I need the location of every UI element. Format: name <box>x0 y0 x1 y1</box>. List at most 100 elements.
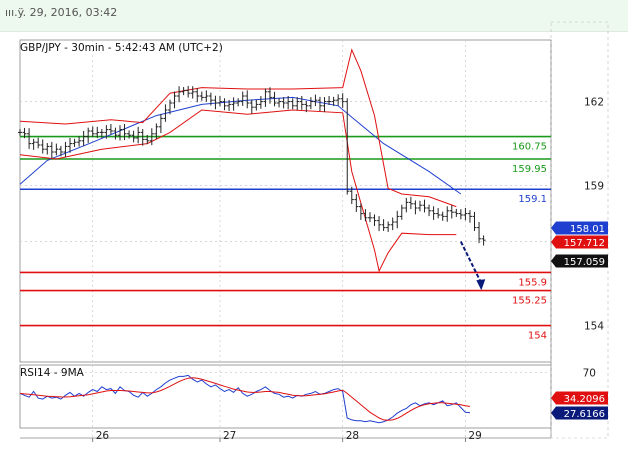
price-tag-0-bg <box>551 221 608 235</box>
price-bar <box>458 209 463 220</box>
price-bar <box>186 85 191 98</box>
price-bar <box>31 138 36 150</box>
price-bar <box>195 88 200 103</box>
price-bar <box>363 209 368 222</box>
y-tick-label-159: 159 <box>584 181 604 193</box>
price-bar <box>281 97 286 109</box>
price-bar <box>427 204 432 217</box>
price-bar <box>136 126 141 144</box>
price-bar <box>145 134 150 145</box>
chart-frame <box>19 21 609 439</box>
price-bar <box>295 97 300 111</box>
price-bar <box>477 222 482 244</box>
price-bar <box>172 91 177 109</box>
price-bar <box>27 128 32 149</box>
price-bar <box>181 87 186 96</box>
price-bar <box>340 93 345 108</box>
price-bar <box>417 200 422 212</box>
price-bar <box>18 129 22 136</box>
bollinger-upper-line <box>19 48 457 208</box>
price-tag-2-text: 157.059 <box>564 257 605 268</box>
rsi-tag-0-text: 34.2096 <box>564 394 605 405</box>
price-bar <box>290 98 295 110</box>
main-panel-border <box>19 39 552 363</box>
price-bar <box>127 130 132 139</box>
rsi-tag-1-bg <box>551 406 608 420</box>
price-bar <box>77 136 82 147</box>
x-tick-label-29: 29 <box>468 430 481 442</box>
rsi-tag-1-text: 27.6166 <box>564 409 605 420</box>
price-bar <box>95 126 100 139</box>
price-bar <box>190 86 195 99</box>
support-resistance-levels: 160.75 159.95 159.1 155.9 155.25 154 <box>20 135 551 342</box>
price-bar <box>272 91 277 107</box>
price-bar <box>67 138 72 153</box>
price-tag-0-text: 158.01 <box>570 224 605 235</box>
price-bar <box>399 204 404 220</box>
price-bars <box>18 85 486 291</box>
bollinger-lower-line <box>19 109 457 273</box>
price-bar <box>163 104 168 122</box>
level-label-0: 160.75 <box>512 142 547 153</box>
price-bar <box>90 126 95 138</box>
price-bar <box>467 210 472 223</box>
chart-grid <box>20 40 551 442</box>
rsi-panel <box>19 374 471 424</box>
price-bar <box>122 124 127 141</box>
price-bar <box>113 127 118 140</box>
price-bar <box>245 90 250 109</box>
level-label-2: 159.1 <box>518 194 547 205</box>
price-bar <box>308 97 313 110</box>
price-bar <box>154 123 159 140</box>
x-tick-label-27: 27 <box>223 430 236 442</box>
price-bar <box>167 99 172 115</box>
level-label-3: 155.9 <box>518 277 547 288</box>
price-bar <box>36 137 41 149</box>
price-bar <box>408 196 413 210</box>
price-bar <box>440 211 445 221</box>
price-bar <box>72 138 77 147</box>
projection-arrow-shaft <box>459 241 483 284</box>
price-bar <box>236 98 241 107</box>
price-bar <box>422 199 427 213</box>
price-bar <box>377 216 382 232</box>
price-bar <box>158 113 163 134</box>
price-tag-2-bg <box>551 254 608 268</box>
price-bar <box>117 125 122 141</box>
x-tick-label-28: 28 <box>346 430 359 442</box>
price-bar <box>354 194 359 212</box>
price-bar <box>263 88 268 107</box>
price-bar <box>249 99 254 114</box>
rsi14-line <box>19 374 471 424</box>
price-bar <box>99 129 104 138</box>
rsi-tick-label-70: 70 <box>583 368 596 380</box>
projection-arrowhead <box>476 279 486 291</box>
price-bar <box>40 139 45 154</box>
price-bar <box>336 94 341 106</box>
price-bar <box>395 210 400 229</box>
price-bar <box>54 143 59 156</box>
price-tag-1-bg <box>551 235 608 249</box>
level-label-1: 159.95 <box>512 164 547 175</box>
level-label-4: 155.25 <box>512 296 547 307</box>
x-tick-label-26: 26 <box>96 430 110 442</box>
price-bar <box>317 96 322 112</box>
price-bar <box>86 127 91 143</box>
price-bar <box>254 99 259 111</box>
price-bar <box>331 96 336 106</box>
9ma-line <box>19 377 471 421</box>
price-bar <box>304 101 309 113</box>
price-bar <box>386 221 391 232</box>
rsi-tag-0-bg <box>551 391 608 405</box>
price-bar <box>349 186 354 204</box>
price-bar <box>140 129 145 146</box>
price-bar <box>286 96 291 110</box>
price-bar <box>22 127 27 139</box>
price-bar <box>63 141 68 158</box>
price-bar <box>222 98 227 111</box>
indicator-lines <box>19 48 462 273</box>
ma-line <box>19 96 462 195</box>
price-bar <box>372 214 377 226</box>
date-time-label: ııı.ÿ. 29, 2016, 03:42 <box>5 6 118 19</box>
